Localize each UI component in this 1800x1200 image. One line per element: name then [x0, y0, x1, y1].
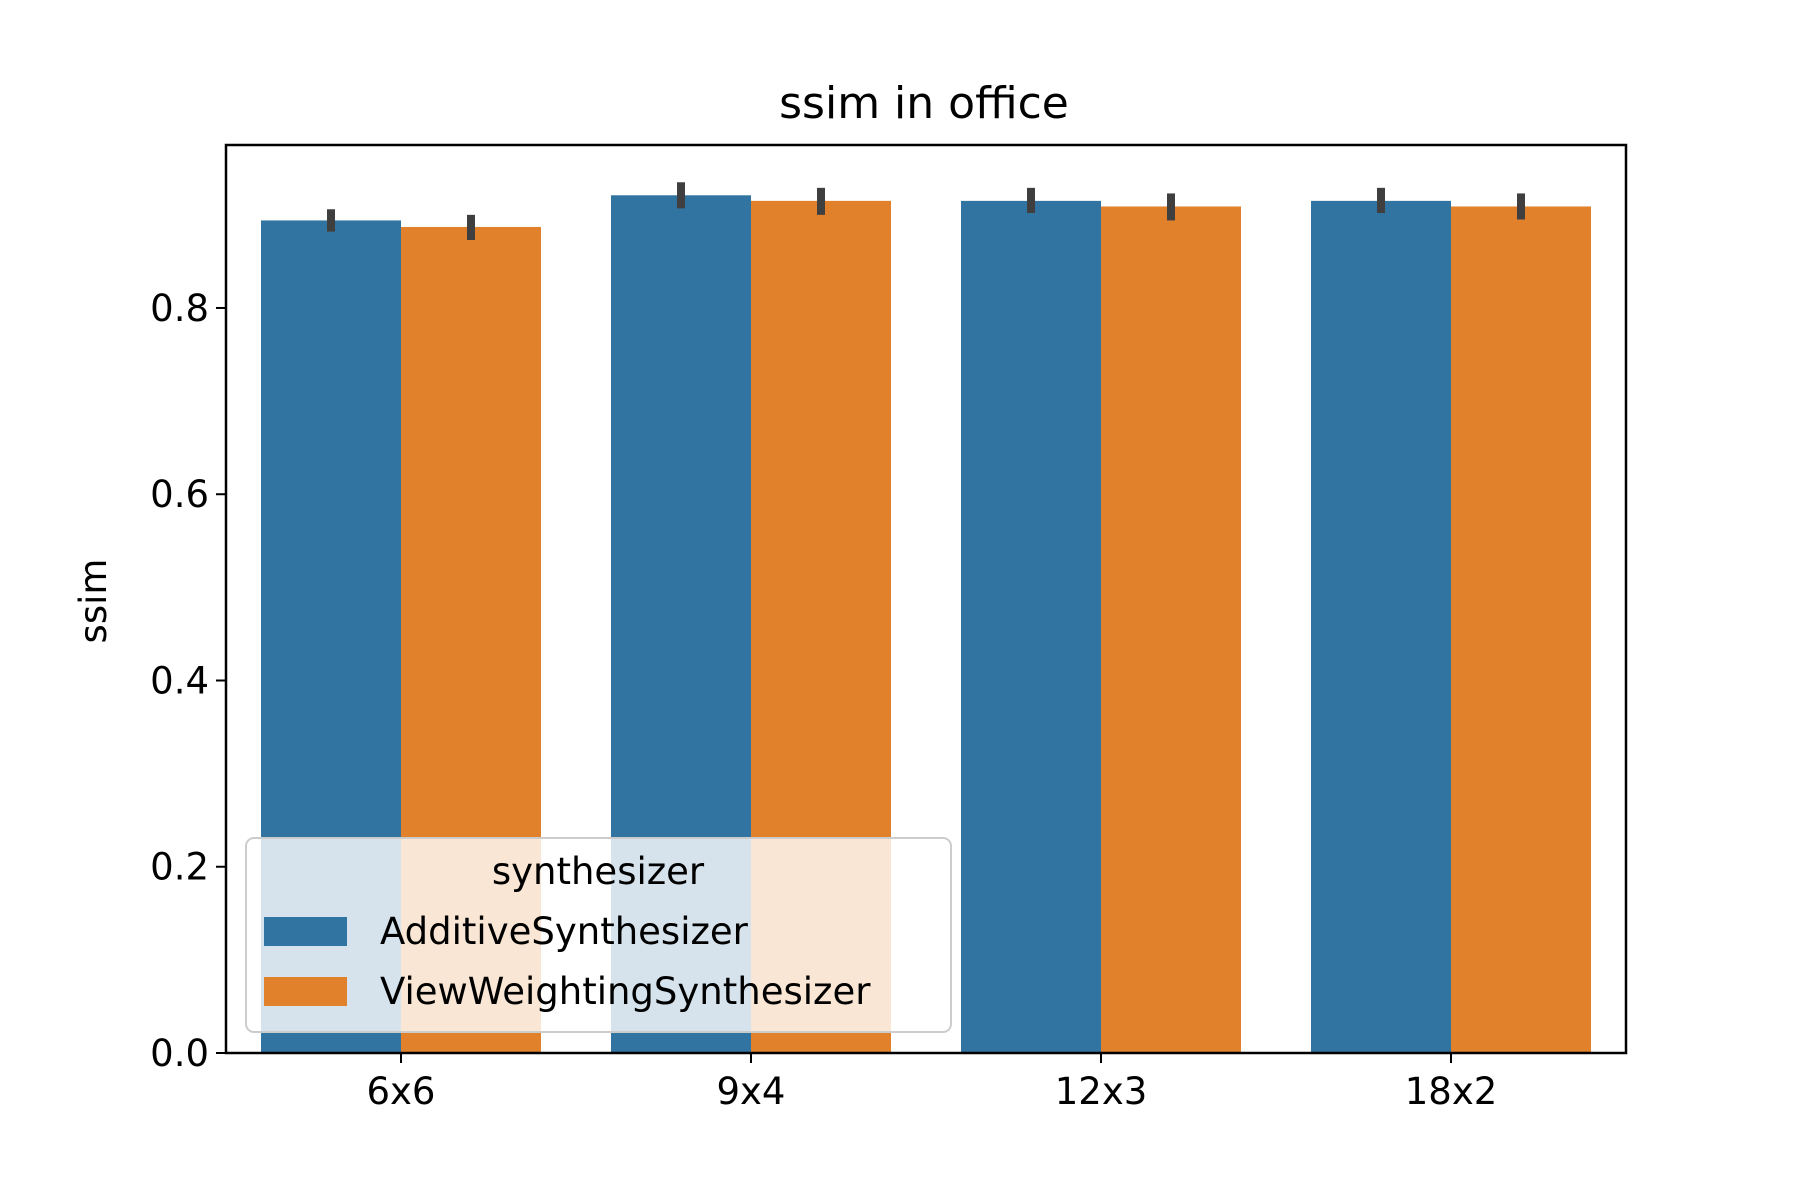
y-tick-label: 0.2: [150, 846, 209, 889]
chart-title: ssim in office: [779, 78, 1069, 129]
bar-ViewWeightingSynthesizer-12x3: [1101, 206, 1241, 1054]
y-tick-label: 0.0: [150, 1032, 209, 1075]
plot-frame: [224, 143, 1628, 1055]
bar-AdditiveSynthesizer-18x2: [1311, 200, 1451, 1053]
y-tick-label: 0.6: [150, 473, 209, 516]
legend-title: synthesizer: [492, 850, 705, 893]
y-axis-title: ssim: [72, 559, 115, 644]
x-tick-label-6x6: 6x6: [367, 1070, 436, 1113]
y-tick-label: 0.8: [150, 287, 209, 330]
x-tick-label-18x2: 18x2: [1405, 1070, 1498, 1113]
y-axis: 0.0 0.2 0.4 0.6 0.8: [150, 287, 226, 1075]
legend-label-viewweighting: ViewWeightingSynthesizer: [380, 970, 871, 1013]
legend-swatch-additive: [264, 917, 347, 946]
x-axis: 6x6 9x4 12x3 18x2: [367, 1053, 1498, 1113]
error-bars-layer: [327, 182, 1525, 240]
legend-box: [245, 837, 952, 1033]
x-tick-label-12x3: 12x3: [1055, 1070, 1148, 1113]
legend-swatch-viewweighting: [264, 977, 347, 1006]
legend: synthesizer AdditiveSynthesizer ViewWeig…: [245, 837, 952, 1033]
bar-ViewWeightingSynthesizer-18x2: [1451, 206, 1591, 1054]
bar-AdditiveSynthesizer-12x3: [961, 200, 1101, 1053]
legend-label-additive: AdditiveSynthesizer: [380, 910, 749, 953]
y-tick-label: 0.4: [150, 659, 209, 702]
x-tick-label-9x4: 9x4: [717, 1070, 786, 1113]
